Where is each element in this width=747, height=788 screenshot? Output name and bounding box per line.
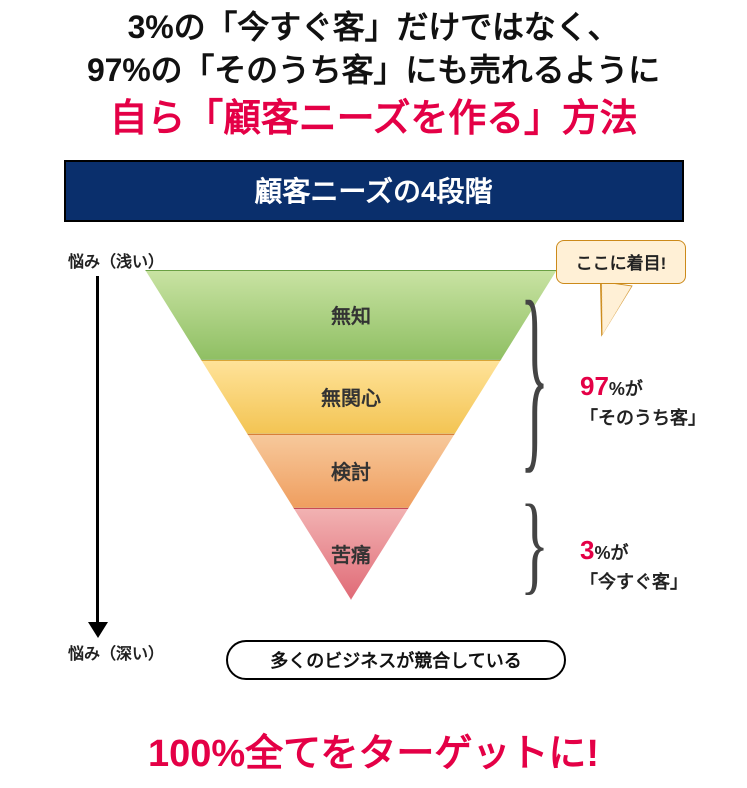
side-label-upper-sub: 「そのうち客」 (580, 405, 740, 431)
callout-bubble: ここに着目! (556, 240, 686, 284)
funnel-tier-3: 検討 (145, 434, 557, 508)
side-label-lower-pct: 3 (580, 535, 594, 565)
brace-lower-icon: } (520, 488, 549, 598)
funnel-tier-4: 苦痛 (145, 508, 557, 600)
side-label-upper-rest: %が (609, 379, 643, 399)
side-label-upper-pct: 97 (580, 371, 609, 401)
funnel-tier-4-label: 苦痛 (331, 539, 371, 568)
subtitle-bar: 顧客ニーズの4段階 (64, 160, 684, 222)
headline-line3: 自ら「顧客ニーズを作る」方法 (0, 94, 747, 145)
axis-label-shallow: 悩み（浅い） (68, 248, 164, 272)
headline-line2: 97%の「そのうち客」にも売れるように (0, 49, 747, 92)
side-label-lower: 3%が 「今すぐ客」 (580, 532, 740, 596)
funnel-tier-2-label: 無関心 (321, 382, 381, 411)
axis-arrow-line (96, 276, 99, 626)
funnel-tier-1: 無知 (145, 270, 557, 360)
funnel: 無知 無関心 検討 苦痛 (145, 270, 557, 600)
funnel-tier-3-label: 検討 (331, 456, 371, 485)
diagram: 悩み（浅い） 悩み（深い） 無知 無関心 検討 苦痛 ここに着目! } } 97… (0, 240, 747, 720)
side-label-lower-sub: 「今すぐ客」 (580, 569, 740, 595)
bottom-pill-note: 多くのビジネスが競合している (226, 640, 566, 680)
funnel-tier-2: 無関心 (145, 360, 557, 434)
axis-arrow-head-icon (88, 622, 108, 638)
bottom-headline: 100%全てをターゲットに! (0, 722, 747, 777)
side-label-upper: 97%が 「そのうち客」 (580, 368, 740, 432)
brace-upper-icon: } (520, 270, 549, 479)
headline-line1: 3%の「今すぐ客」だけではなく、 (0, 6, 747, 49)
headline: 3%の「今すぐ客」だけではなく、 97%の「そのうち客」にも売れるように 自ら「… (0, 0, 747, 146)
funnel-tier-1-label: 無知 (331, 300, 371, 329)
side-label-lower-rest: %が (594, 543, 628, 563)
axis-label-deep: 悩み（深い） (68, 640, 164, 664)
